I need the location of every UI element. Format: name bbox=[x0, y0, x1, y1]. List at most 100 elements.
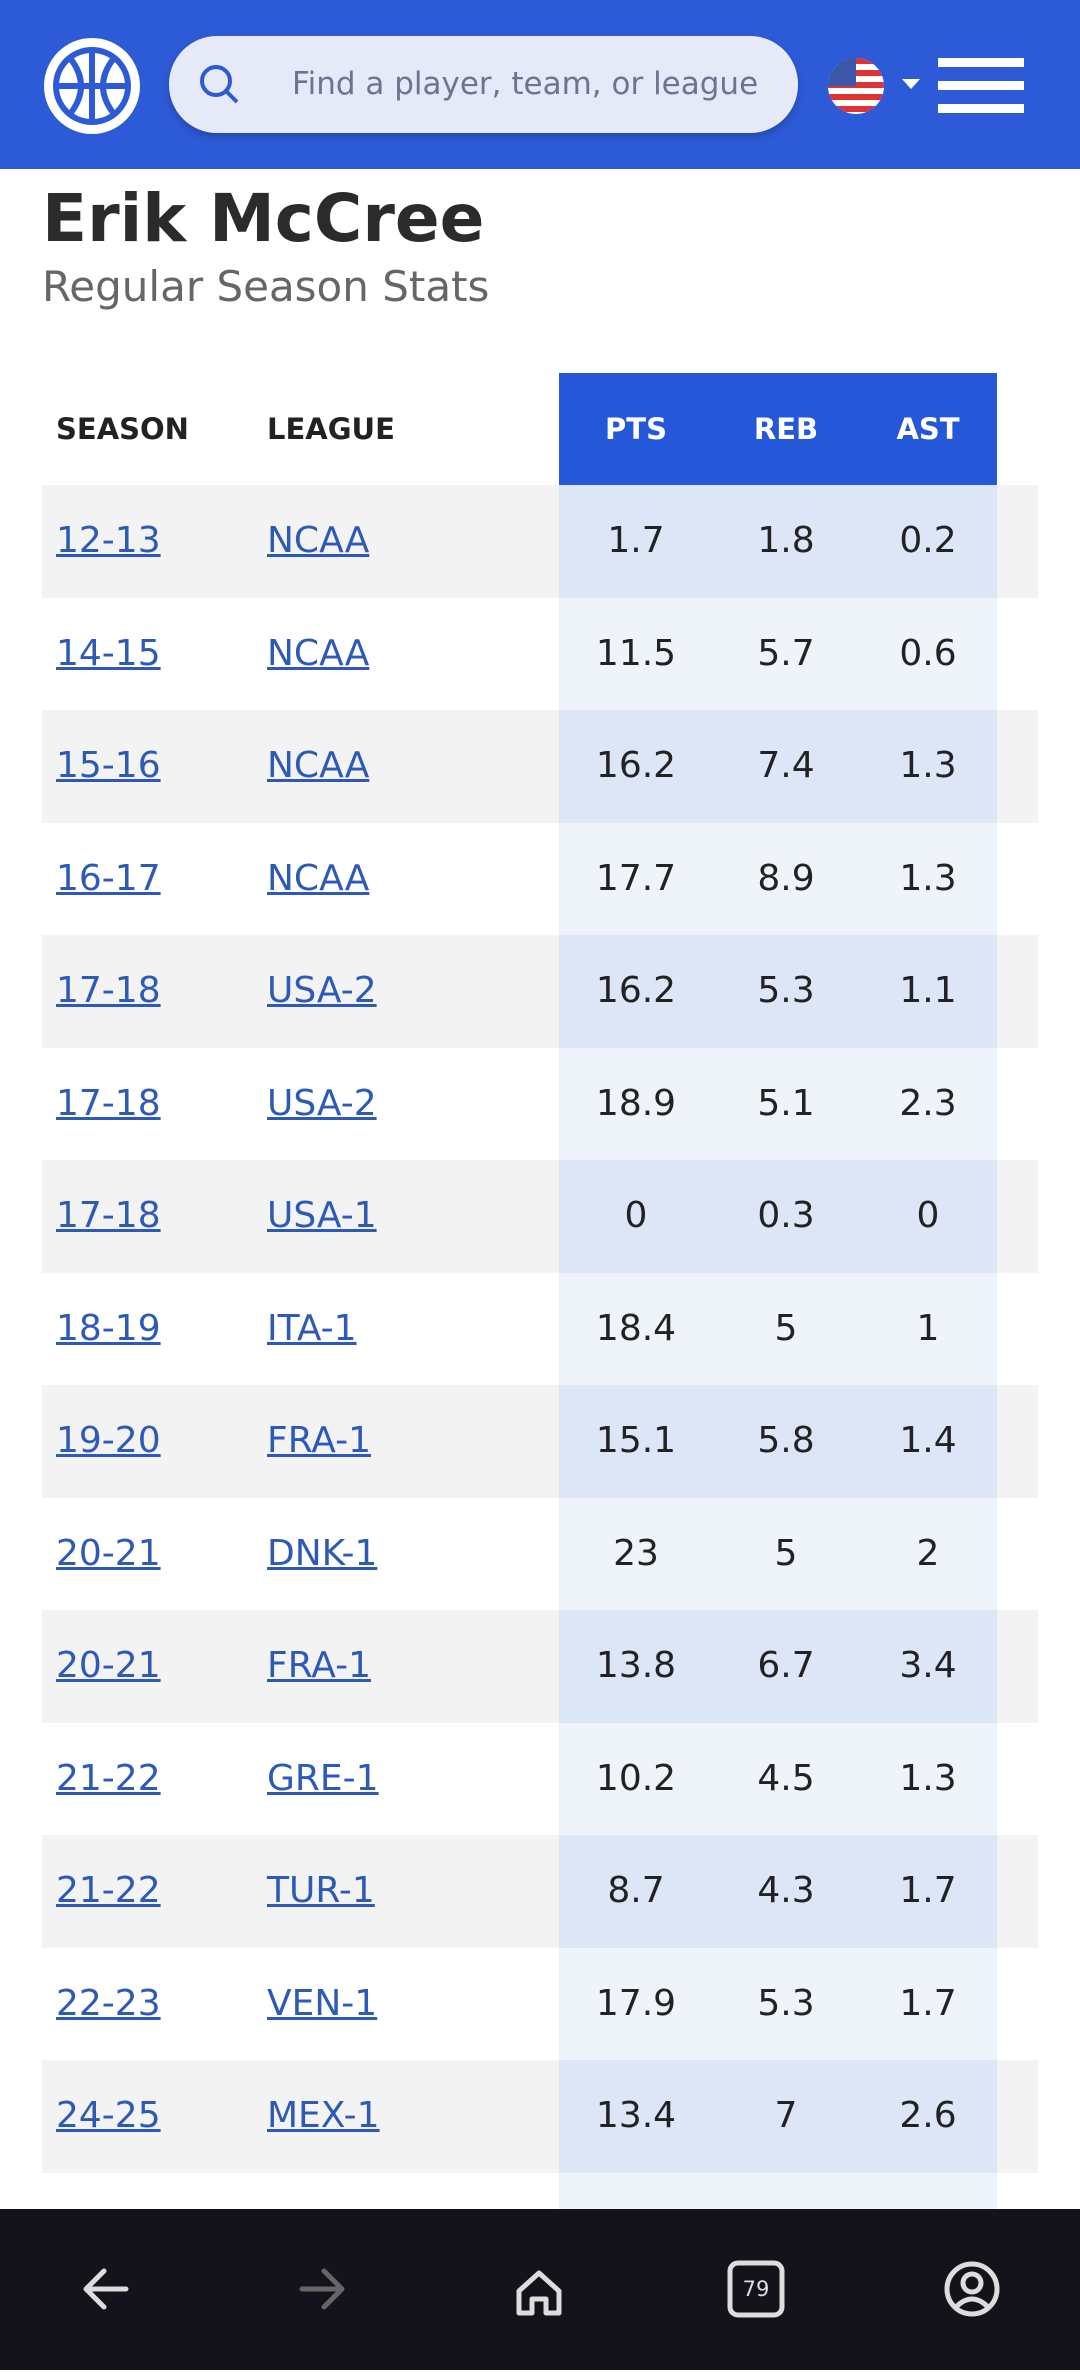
table-row: 20-21 DNK-1 23 5 2 bbox=[42, 1497, 1038, 1610]
stat-value: 11.5 bbox=[595, 632, 677, 674]
stat-value: 5.8 bbox=[757, 1420, 815, 1461]
stat-value: 1 bbox=[916, 1307, 940, 1349]
stat-value: 17.7 bbox=[595, 857, 677, 899]
league-link[interactable]: FRA-1 bbox=[267, 1420, 371, 1461]
league-link[interactable]: VEN-1 bbox=[267, 1982, 378, 2024]
table-row: 20-21 FRA-1 13.8 6.7 3.4 bbox=[42, 1610, 1038, 1723]
player-name: Erik McCree bbox=[42, 180, 485, 257]
stat-value: 0 bbox=[916, 1195, 940, 1236]
stat-value: 1.7 bbox=[899, 1870, 957, 1911]
table-row: 17-18 USA-2 18.9 5.1 2.3 bbox=[42, 1047, 1038, 1160]
stat-value: 7.4 bbox=[757, 745, 815, 786]
stat-value: 6.7 bbox=[757, 1645, 815, 1686]
menu-button[interactable] bbox=[938, 56, 1026, 116]
season-link[interactable]: 18-19 bbox=[56, 1307, 161, 1349]
stat-column-bg bbox=[559, 1497, 997, 1610]
stat-value: 1.7 bbox=[607, 520, 665, 561]
league-link[interactable]: TUR-1 bbox=[267, 1870, 375, 1911]
stat-column-bg bbox=[559, 597, 997, 710]
league-link[interactable]: FRA-1 bbox=[267, 1645, 371, 1686]
table-row: 17-18 USA-2 16.2 5.3 1.1 bbox=[42, 935, 1038, 1048]
season-link[interactable]: 22-23 bbox=[56, 1982, 161, 2024]
stat-value: 23 bbox=[613, 1532, 659, 1574]
header: Find a player, team, or league bbox=[0, 0, 1080, 169]
column-header: LEAGUE bbox=[267, 412, 395, 446]
table-row: 17-18 USA-1 0 0.3 0 bbox=[42, 1160, 1038, 1273]
flag-selector[interactable] bbox=[826, 56, 926, 116]
stat-value: 15.1 bbox=[595, 1420, 677, 1461]
stat-value: 2.6 bbox=[899, 2095, 957, 2136]
stat-value: 16.2 bbox=[595, 745, 677, 786]
table-row: 16-17 NCAA 17.7 8.9 1.3 bbox=[42, 822, 1038, 935]
stat-column-bg bbox=[559, 1947, 997, 2060]
league-link[interactable]: NCAA bbox=[267, 745, 370, 786]
league-link[interactable]: MEX-1 bbox=[267, 2095, 380, 2136]
column-header: PTS bbox=[605, 412, 667, 446]
league-link[interactable]: USA-2 bbox=[267, 1082, 377, 1124]
league-link[interactable]: NCAA bbox=[267, 857, 370, 899]
table-row: 18-19 ITA-1 18.4 5 1 bbox=[42, 1272, 1038, 1385]
season-link[interactable]: 19-20 bbox=[56, 1420, 161, 1461]
league-link[interactable]: USA-2 bbox=[267, 970, 377, 1011]
stat-value: 1.4 bbox=[899, 1420, 957, 1461]
stat-value: 4.5 bbox=[757, 1757, 815, 1799]
stat-value: 1.7 bbox=[899, 1982, 957, 2024]
league-link[interactable]: ITA-1 bbox=[267, 1307, 357, 1349]
league-link[interactable]: NCAA bbox=[267, 632, 370, 674]
season-link[interactable]: 12-13 bbox=[56, 520, 161, 561]
stat-value: 1.1 bbox=[899, 970, 957, 1011]
season-link[interactable]: 14-15 bbox=[56, 632, 161, 674]
league-link[interactable]: USA-1 bbox=[267, 1195, 377, 1236]
stat-column-bg bbox=[559, 822, 997, 935]
stat-column-bg bbox=[559, 485, 997, 598]
stat-column-bg bbox=[559, 710, 997, 823]
stat-column-bg bbox=[559, 1722, 997, 1835]
logo[interactable] bbox=[42, 36, 142, 136]
season-link[interactable]: 17-18 bbox=[56, 1195, 161, 1236]
column-header: REB bbox=[753, 412, 819, 446]
season-link[interactable]: 20-21 bbox=[56, 1645, 161, 1686]
stat-value: 3.4 bbox=[899, 1645, 957, 1686]
stat-value: 0.2 bbox=[899, 520, 957, 561]
league-link[interactable]: GRE-1 bbox=[267, 1757, 379, 1799]
stat-value: 5.7 bbox=[757, 632, 815, 674]
season-link[interactable]: 15-16 bbox=[56, 745, 161, 786]
stat-column-bg bbox=[559, 1160, 997, 1273]
season-link[interactable]: 17-18 bbox=[56, 970, 161, 1011]
tab-count: 79 bbox=[743, 2277, 770, 2301]
table-row: 12-13 NCAA 1.7 1.8 0.2 bbox=[42, 485, 1038, 598]
stat-value: 2 bbox=[916, 1532, 940, 1574]
search-icon bbox=[200, 65, 239, 104]
browser-nav: 79 bbox=[0, 2209, 1080, 2370]
stat-value: 18.9 bbox=[595, 1082, 677, 1124]
stat-value: 1.8 bbox=[757, 520, 815, 561]
stat-value: 8.9 bbox=[757, 857, 815, 899]
league-link[interactable]: DNK-1 bbox=[267, 1532, 378, 1574]
stat-value: 1.3 bbox=[899, 1757, 957, 1799]
season-link[interactable]: 21-22 bbox=[56, 1870, 161, 1911]
season-link[interactable]: 21-22 bbox=[56, 1757, 161, 1799]
stat-value: 0 bbox=[624, 1195, 648, 1236]
stat-value: 4.3 bbox=[757, 1870, 815, 1911]
season-link[interactable]: 24-25 bbox=[56, 2095, 161, 2136]
season-link[interactable]: 17-18 bbox=[56, 1082, 161, 1124]
stat-header-bg bbox=[559, 373, 997, 485]
stat-value: 0.3 bbox=[757, 1195, 815, 1236]
stat-value: 5.3 bbox=[757, 1982, 815, 2024]
table-row: 19-20 FRA-1 15.1 5.8 1.4 bbox=[42, 1385, 1038, 1498]
search-placeholder: Find a player, team, or league bbox=[292, 66, 759, 102]
stat-value: 10.2 bbox=[595, 1757, 677, 1799]
header-row: SEASON LEAGUE PTS REB AST bbox=[0, 373, 1080, 485]
table-row: 21-22 TUR-1 8.7 4.3 1.7 bbox=[42, 1835, 1038, 1948]
stat-value: 5 bbox=[774, 1307, 798, 1349]
season-link[interactable]: 16-17 bbox=[56, 857, 161, 899]
search-box[interactable]: Find a player, team, or league bbox=[169, 36, 798, 133]
stat-value: 5 bbox=[774, 1532, 798, 1574]
season-link[interactable]: 20-21 bbox=[56, 1532, 161, 1574]
column-header: SEASON bbox=[56, 412, 189, 446]
table-row: 22-23 VEN-1 17.9 5.3 1.7 bbox=[42, 1947, 1038, 2060]
league-link[interactable]: NCAA bbox=[267, 520, 370, 561]
stat-column-bg bbox=[559, 1047, 997, 1160]
stat-column-bg bbox=[559, 1272, 997, 1385]
